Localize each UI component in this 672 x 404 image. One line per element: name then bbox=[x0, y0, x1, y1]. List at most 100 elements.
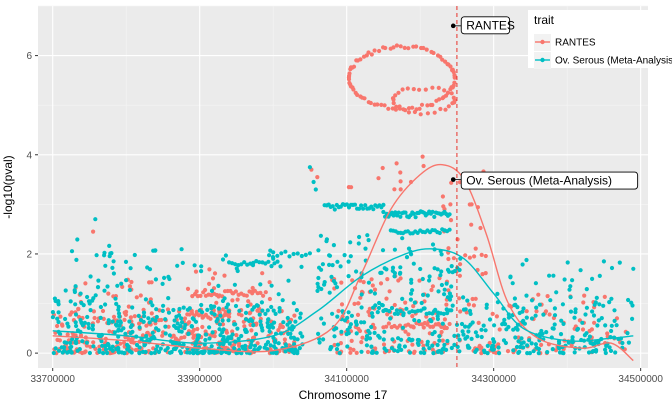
ov-serous-point bbox=[333, 281, 338, 286]
ov-serous-point bbox=[617, 260, 622, 265]
y-axis: 0 2 4 6 bbox=[26, 51, 38, 360]
ov-serous-point bbox=[283, 342, 288, 347]
ov-serous-point bbox=[457, 267, 462, 273]
ov-serous-point bbox=[428, 317, 433, 322]
ov-serous-point bbox=[117, 314, 122, 319]
rantes-point bbox=[402, 45, 407, 51]
rantes-point bbox=[457, 273, 462, 278]
ov-serous-point bbox=[142, 343, 147, 348]
ov-serous-point bbox=[354, 269, 359, 274]
x-axis-title: Chromosome 17 bbox=[299, 388, 388, 402]
ov-serous-point bbox=[608, 348, 614, 353]
ov-serous-point bbox=[345, 344, 350, 349]
rantes-point bbox=[480, 272, 485, 277]
ov-serous-point bbox=[359, 305, 364, 310]
ov-serous-point bbox=[320, 262, 325, 267]
ov-serous-point bbox=[283, 249, 288, 254]
rantes-point bbox=[458, 262, 463, 267]
ov-serous-point bbox=[288, 331, 293, 336]
ov-serous-point bbox=[232, 282, 237, 287]
ov-serous-point bbox=[442, 292, 447, 297]
ov-serous-point bbox=[291, 301, 296, 306]
ov-serous-point bbox=[158, 346, 163, 351]
ov-serous-point bbox=[285, 315, 290, 321]
ov-serous-point bbox=[554, 290, 559, 295]
rantes-point bbox=[605, 331, 610, 336]
rantes-point bbox=[397, 104, 402, 109]
rantes-point bbox=[479, 252, 484, 257]
ov-serous-point bbox=[208, 349, 213, 354]
ov-serous-point bbox=[411, 261, 416, 266]
rantes-point bbox=[127, 284, 132, 289]
rantes-point bbox=[53, 330, 58, 335]
rantes-point bbox=[430, 85, 435, 90]
ov-serous-point bbox=[171, 307, 176, 313]
ov-serous-point bbox=[111, 271, 116, 276]
ov-serous-point bbox=[53, 298, 58, 304]
rantes-point bbox=[411, 304, 416, 309]
ov-serous-point bbox=[273, 311, 278, 316]
ov-serous-point bbox=[103, 263, 108, 268]
ov-serous-point bbox=[629, 300, 634, 305]
rantes-point bbox=[387, 289, 392, 294]
rantes-point bbox=[449, 91, 454, 96]
ov-serous-point bbox=[143, 349, 148, 355]
rantes-point bbox=[398, 276, 403, 281]
ov-serous-point bbox=[220, 298, 226, 304]
ov-serous-point bbox=[536, 346, 542, 352]
rantes-point bbox=[83, 349, 88, 354]
rantes-point bbox=[440, 194, 445, 199]
ov-serous-point bbox=[232, 346, 237, 351]
rantes-point bbox=[412, 109, 417, 115]
ov-serous-point bbox=[101, 351, 106, 356]
ov-serous-point bbox=[87, 350, 92, 356]
ov-serous-point bbox=[582, 333, 588, 338]
ov-serous-point bbox=[379, 270, 384, 275]
rantes-point bbox=[361, 54, 367, 59]
rantes-point bbox=[417, 87, 422, 92]
rantes-point bbox=[157, 308, 162, 313]
rantes-point bbox=[385, 312, 390, 317]
rantes-point bbox=[246, 299, 251, 304]
rantes-point bbox=[354, 350, 359, 355]
ov-serous-point bbox=[346, 259, 351, 264]
ov-serous-point bbox=[342, 253, 347, 258]
ov-serous-point bbox=[356, 241, 361, 246]
rantes-point bbox=[582, 293, 587, 298]
ov-serous-point bbox=[395, 349, 400, 354]
ov-serous-point bbox=[575, 326, 581, 331]
annotation-marker bbox=[450, 177, 456, 182]
ov-serous-point bbox=[376, 305, 382, 311]
rantes-point bbox=[356, 301, 361, 306]
ov-serous-point bbox=[88, 274, 93, 279]
ov-serous-point bbox=[500, 322, 505, 327]
ov-serous-point bbox=[348, 240, 353, 245]
ov-serous-point bbox=[550, 347, 555, 352]
ov-serous-point bbox=[307, 165, 312, 170]
ov-serous-point bbox=[103, 343, 108, 349]
ov-serous-point bbox=[586, 350, 592, 355]
legend-label: Ov. Serous (Meta-Analysis) bbox=[555, 56, 672, 67]
rantes-point bbox=[421, 163, 426, 169]
ov-serous-point bbox=[268, 343, 273, 348]
rantes-point bbox=[448, 202, 453, 207]
ov-serous-point bbox=[267, 253, 272, 258]
rantes-point bbox=[357, 328, 363, 334]
ov-serous-point bbox=[150, 330, 155, 335]
ov-serous-point bbox=[123, 259, 129, 264]
ov-serous-point bbox=[321, 321, 326, 326]
ov-serous-point bbox=[533, 342, 539, 347]
ov-serous-point bbox=[609, 296, 614, 301]
ov-serous-point bbox=[226, 309, 231, 314]
rantes-point bbox=[369, 277, 374, 282]
ov-serous-point bbox=[319, 316, 324, 321]
ov-serous-point bbox=[384, 348, 389, 353]
rantes-point bbox=[118, 341, 123, 346]
rantes-point bbox=[438, 106, 443, 112]
ov-serous-point bbox=[303, 252, 308, 257]
rantes-point bbox=[134, 295, 139, 300]
ov-serous-point bbox=[290, 347, 295, 352]
ov-serous-point bbox=[181, 305, 186, 310]
ov-serous-point bbox=[148, 300, 153, 305]
ov-serous-point bbox=[209, 288, 215, 293]
